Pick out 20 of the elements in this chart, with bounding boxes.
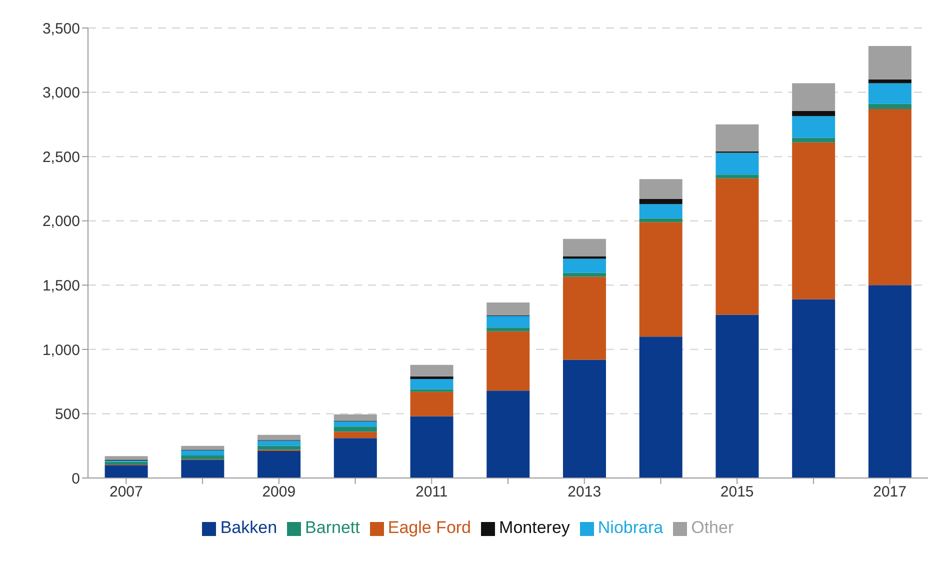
legend-label: Bakken — [220, 518, 278, 537]
legend-label: Other — [691, 518, 734, 537]
y-tick-label: 3,000 — [42, 84, 80, 102]
x-tick-label: 2009 — [262, 484, 296, 501]
y-tick-label: 0 — [72, 470, 80, 488]
y-tick-label: 1,000 — [42, 342, 80, 359]
y-tick-label: 1,500 — [42, 277, 80, 294]
x-tick-label: 2007 — [109, 484, 143, 501]
legend-label: Eagle Ford — [388, 518, 472, 537]
y-tick-label: 500 — [54, 406, 80, 424]
legend-label: Niobrara — [598, 518, 664, 537]
legend-label: Barnett — [305, 518, 360, 537]
x-tick-label: 2011 — [416, 484, 448, 501]
y-tick-label: 3,500 — [42, 20, 80, 38]
y-tick-label: 2,000 — [42, 213, 80, 230]
y-tick-label: 2,500 — [42, 148, 80, 166]
legend-label: Monterey — [499, 518, 570, 537]
x-tick-label: 2013 — [568, 484, 602, 501]
x-tick-label: 2015 — [720, 484, 754, 501]
x-tick-label: 2017 — [873, 484, 907, 501]
